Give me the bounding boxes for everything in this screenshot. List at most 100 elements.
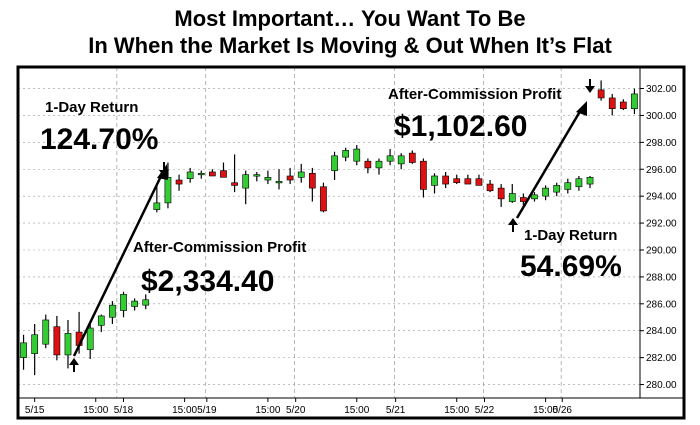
time-tick-label: 15:00: [444, 405, 469, 416]
candle-body: [375, 160, 383, 169]
candle-body: [86, 327, 94, 350]
candle-body: [520, 197, 527, 202]
candle-down: [464, 174, 472, 185]
candle-up: [575, 175, 583, 191]
candle-body: [386, 155, 394, 162]
candle-down: [364, 158, 372, 174]
candle-body: [253, 174, 261, 177]
candle-up: [153, 184, 161, 213]
candle-body: [220, 170, 227, 178]
candle-up: [109, 301, 116, 324]
time-tick-label: 5/15: [25, 405, 45, 416]
candle-down: [475, 174, 483, 186]
candle-body: [331, 155, 338, 171]
candle-up: [331, 151, 338, 181]
candle-body: [275, 181, 283, 184]
price-tick-label: 286.00: [646, 299, 677, 310]
candle-up: [142, 294, 150, 310]
price-tick-label: 284.00: [646, 326, 677, 337]
candle-down: [420, 158, 427, 198]
candle-down: [497, 184, 505, 207]
candle-body: [286, 175, 294, 181]
candle-up: [97, 314, 105, 333]
candle-up: [542, 185, 549, 201]
candle-body: [308, 172, 316, 189]
candle-body: [353, 148, 361, 162]
candle-body: [264, 177, 272, 181]
sell-marker-left: [159, 162, 169, 177]
candle-body: [42, 319, 50, 345]
price-tick-label: 296.00: [646, 165, 677, 176]
candle-down: [220, 162, 227, 178]
candle-down: [209, 169, 216, 177]
candle-up: [31, 323, 39, 376]
candle-body: [564, 182, 572, 190]
candle-down: [520, 193, 527, 206]
candle-body: [431, 175, 438, 186]
candle-down: [408, 150, 416, 164]
time-tick-label: 5/18: [114, 405, 134, 416]
candle-up: [20, 334, 27, 370]
candle-body: [153, 202, 161, 210]
price-tick-label: 280.00: [646, 380, 677, 391]
candle-body: [497, 187, 505, 200]
candle-up: [586, 175, 594, 189]
time-tick-label: 15:00: [533, 405, 558, 416]
candle-body: [397, 155, 405, 165]
candle-up: [253, 171, 261, 182]
candle-body: [475, 178, 483, 186]
candle-up: [297, 163, 305, 183]
right-return-label: 1-Day Return: [524, 227, 617, 244]
candle-up: [342, 147, 350, 162]
headline-line-1: Most Important… You Want To Be: [174, 6, 526, 31]
candle-up: [64, 319, 72, 369]
time-tick-label: 15:00: [172, 405, 197, 416]
candle-up: [131, 298, 138, 311]
time-tick-label: 5/22: [475, 405, 495, 416]
candle-down: [442, 171, 449, 189]
candle-down: [175, 174, 183, 191]
price-tick-label: 288.00: [646, 272, 677, 283]
candle-body: [586, 177, 594, 185]
candle-up: [86, 322, 94, 359]
candle-body: [531, 194, 538, 200]
left-trend-arrow: [72, 171, 165, 357]
candle-body: [142, 299, 150, 306]
candle-up: [275, 169, 283, 190]
candle-body: [453, 178, 461, 184]
left-profit-value: $2,334.40: [141, 265, 274, 298]
candle-body: [508, 193, 516, 202]
buy-marker-left: [69, 358, 79, 372]
candle-down: [619, 99, 627, 111]
candle-body: [542, 187, 549, 197]
candle-body: [464, 178, 472, 185]
candle-up: [553, 182, 561, 197]
candle-down: [453, 174, 461, 185]
candle-body: [197, 172, 205, 176]
candle-body: [20, 342, 27, 358]
right-trend-arrow: [515, 107, 584, 219]
candle-up: [197, 170, 205, 179]
candle-up: [120, 291, 127, 318]
candle-body: [120, 294, 127, 311]
candle-up: [264, 170, 272, 185]
sell-marker-right: [585, 79, 595, 93]
candle-down: [286, 167, 294, 185]
price-axis: 280.00 282.00 284.00 286.00 288.00 290.00 292.…: [18, 67, 684, 399]
price-tick-label: 298.00: [646, 138, 677, 149]
price-tick-label: 282.00: [646, 353, 677, 364]
candle-body: [131, 300, 138, 307]
candle-body: [619, 101, 627, 110]
right-profit-label: After-Commission Profit: [388, 86, 561, 103]
candle-body: [297, 171, 305, 178]
time-tick-label: 5/21: [386, 405, 406, 416]
left-profit-label: After-Commission Profit: [133, 239, 306, 256]
candle-up: [631, 88, 638, 115]
candle-up: [531, 192, 538, 202]
buy-marker-right: [508, 218, 518, 232]
time-tick-label: 5/19: [197, 405, 217, 416]
candle-up: [431, 173, 438, 194]
candle-body: [553, 185, 561, 193]
candle-body: [342, 150, 350, 158]
candle-body: [186, 171, 194, 179]
